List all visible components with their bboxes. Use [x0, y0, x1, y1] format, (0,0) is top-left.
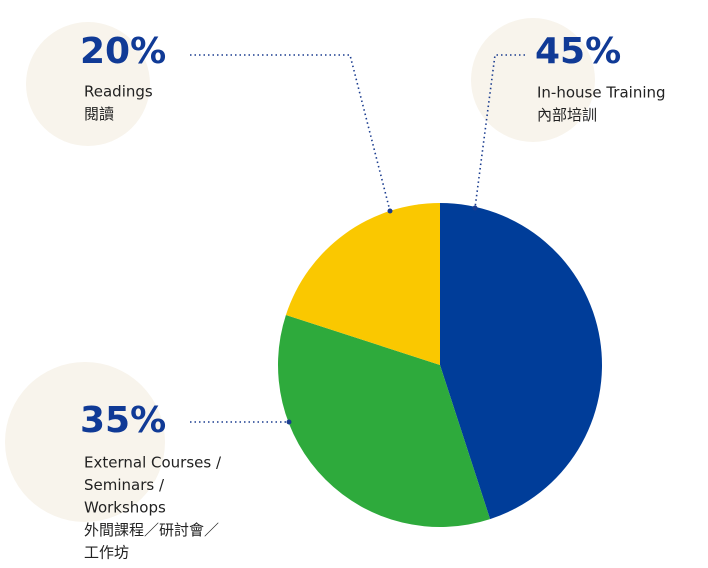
category-label: 工作坊: [84, 544, 129, 562]
category-label: Readings: [84, 83, 153, 101]
pie-slice: [277, 314, 491, 528]
leader-line: [474, 54, 525, 209]
category-label: In-house Training: [537, 84, 666, 102]
category-label: 閱讀: [84, 105, 114, 123]
leader-dot: [387, 208, 393, 214]
leader-line: [190, 54, 391, 212]
category-label: Workshops: [84, 499, 166, 517]
leader-dot: [286, 419, 292, 425]
label-backdrop: [26, 22, 150, 146]
pie: [277, 203, 602, 528]
pie-slice: [285, 203, 440, 365]
category-label: 內部培訓: [537, 106, 597, 124]
category-label: Seminars /: [84, 476, 165, 494]
pie-slice: [440, 203, 602, 520]
category-label: External Courses /: [84, 454, 222, 472]
category-label: 外間課程／研討會／: [84, 521, 219, 539]
percent-label: 20%: [80, 31, 166, 72]
label-backdrop: [471, 18, 595, 142]
label-backdrop: [5, 362, 165, 522]
leader-dot: [472, 205, 478, 211]
percent-label: 35%: [80, 400, 166, 441]
percent-label: 45%: [535, 31, 621, 72]
